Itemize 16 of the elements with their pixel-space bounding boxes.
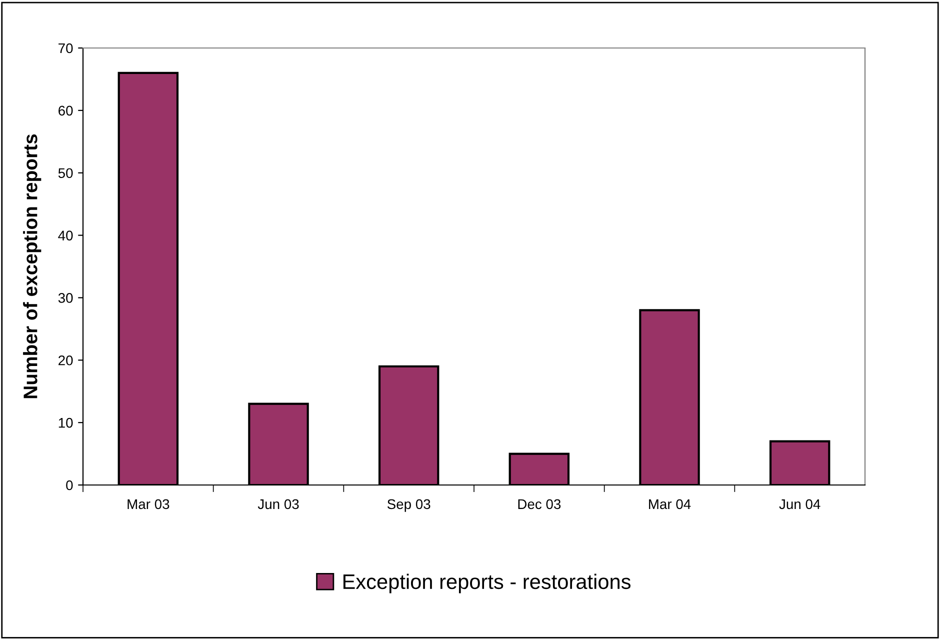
- y-axis-title: Number of exception reports: [23, 134, 42, 398]
- x-tick-label: Sep 03: [387, 499, 430, 512]
- y-tick-label: 60: [58, 106, 73, 116]
- x-tick-label: Jun 04: [779, 499, 820, 510]
- x-tick-label: Mar 04: [649, 499, 691, 510]
- y-tick-label: 20: [58, 355, 73, 366]
- x-tick-label: Mar 03: [128, 499, 170, 510]
- legend-label: Exception reports - restorations: [343, 574, 630, 594]
- y-tick-label: 30: [58, 293, 73, 303]
- y-tick-label: 50: [58, 168, 73, 178]
- y-tick-label: 10: [58, 418, 73, 428]
- x-tick-label: Jun 03: [258, 499, 299, 510]
- x-tick-label: Dec 03: [518, 499, 561, 510]
- y-tick-label: 0: [66, 480, 73, 490]
- y-tick-label: 70: [58, 43, 73, 54]
- y-tick-label: 40: [58, 230, 73, 240]
